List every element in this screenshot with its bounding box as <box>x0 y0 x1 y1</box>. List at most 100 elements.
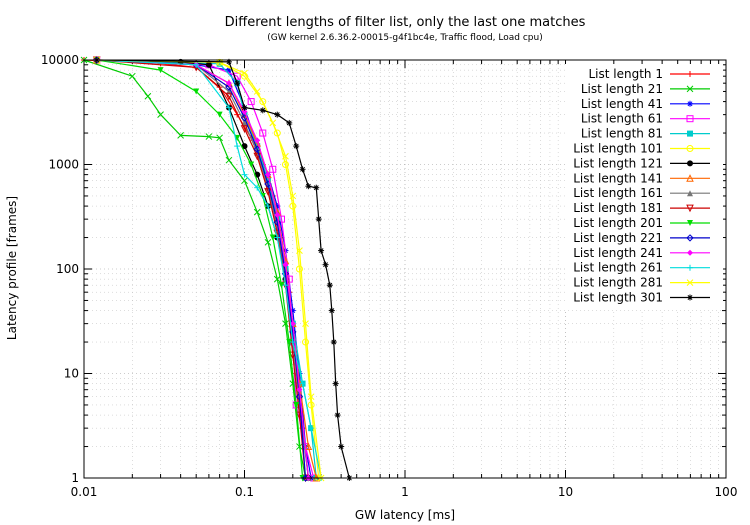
data-point-marker <box>304 442 313 451</box>
data-point-marker <box>193 88 200 95</box>
data-point-marker <box>302 320 309 327</box>
marker-stroke <box>329 308 335 314</box>
marker-shape <box>241 143 248 150</box>
data-point-marker <box>289 339 296 346</box>
data-point-marker <box>281 161 289 168</box>
marker-shape <box>157 67 164 74</box>
series-line <box>96 59 304 479</box>
data-point-marker <box>241 143 248 150</box>
x-tick-label: 1 <box>401 485 409 499</box>
legend-label: List length 181 <box>573 201 663 215</box>
data-point-marker <box>269 234 276 241</box>
data-point-marker <box>259 98 267 106</box>
legend-label: List length 301 <box>573 291 663 305</box>
legend-label: List length 281 <box>573 276 663 290</box>
data-point-marker <box>225 92 233 101</box>
marker-stroke <box>316 216 322 222</box>
marker-shape <box>282 261 289 268</box>
plot-frame <box>83 59 727 479</box>
marker-shape <box>686 204 694 213</box>
legend-item: List length 81 <box>581 127 710 141</box>
legend-item: List length 101 <box>573 142 710 156</box>
marker-shape <box>225 92 233 101</box>
data-point-marker <box>328 307 335 314</box>
marker-shape <box>193 88 200 95</box>
marker-shape <box>286 339 293 346</box>
data-point-marker <box>686 145 694 152</box>
data-point-marker <box>253 208 261 216</box>
marker-stroke <box>282 320 289 327</box>
chart-subtitle: (GW kernel 2.6.36.2-00015-g4f1bc4e, Traf… <box>267 33 542 43</box>
data-point-marker <box>264 238 272 246</box>
data-point-marker <box>315 216 322 223</box>
data-point-marker <box>273 275 281 283</box>
data-point-marker <box>157 111 164 118</box>
data-point-marker <box>296 386 303 393</box>
legend-item: List length 201 <box>573 216 710 230</box>
data-point-marker <box>269 165 277 173</box>
marker-stroke <box>260 107 266 113</box>
marker-stroke <box>302 320 309 327</box>
axis-ticks: 0.01 0.1 1 10 100 1 10 100 1000 10000 <box>41 53 738 499</box>
marker-shape <box>248 161 255 168</box>
data-point-marker <box>307 393 315 401</box>
data-point-marker <box>286 119 293 126</box>
marker-shape <box>289 351 297 360</box>
data-point-marker <box>225 156 233 164</box>
x-tick-label: 0.1 <box>235 485 254 499</box>
data-point-marker <box>225 104 232 111</box>
data-point-marker <box>308 425 315 432</box>
legend-label: List length 161 <box>573 186 663 200</box>
data-point-marker <box>338 443 345 450</box>
data-point-marker <box>253 152 262 161</box>
data-point-marker <box>282 152 289 160</box>
marker-stroke <box>327 282 333 288</box>
data-point-marker <box>274 111 281 118</box>
data-point-marker <box>326 282 333 289</box>
data-point-marker <box>241 69 248 77</box>
legend-label: List length 141 <box>573 171 663 185</box>
marker-stroke <box>305 183 311 189</box>
legend-item: List length 241 <box>573 246 710 260</box>
data-point-marker <box>241 177 248 185</box>
data-point-marker <box>295 392 304 401</box>
data-point-marker <box>253 88 261 95</box>
marker-shape <box>269 165 277 173</box>
marker-shape <box>687 220 693 226</box>
data-point-marker <box>686 279 694 286</box>
marker-stroke <box>289 192 297 200</box>
marker-shape <box>304 442 313 451</box>
data-point-marker <box>278 282 285 289</box>
legend-label: List length 261 <box>573 261 663 275</box>
marker-shape <box>289 202 297 210</box>
data-point-marker <box>687 264 693 271</box>
data-point-marker <box>289 192 297 200</box>
chart-title: Different lengths of filter list, only t… <box>225 15 586 30</box>
marker-shape <box>278 282 285 289</box>
legend-item: List length 261 <box>573 261 710 275</box>
marker-shape <box>687 130 693 137</box>
y-tick-label: 10000 <box>41 53 79 67</box>
data-point-marker <box>247 98 255 106</box>
marker-stroke <box>269 119 277 127</box>
legend-item: List length 301 <box>573 291 710 305</box>
marker-stroke <box>313 185 319 191</box>
data-point-marker <box>216 60 223 67</box>
marker-shape <box>687 190 693 197</box>
legend-item: List length 281 <box>573 276 710 290</box>
marker-shape <box>240 125 249 133</box>
legend-item: List length 181 <box>573 201 710 215</box>
legend-item: List length 1 <box>589 67 710 81</box>
marker-shape <box>216 60 223 67</box>
data-point-marker <box>322 261 329 268</box>
marker-shape <box>302 338 310 346</box>
data-point-marker <box>687 249 693 256</box>
data-point-marker <box>295 265 303 273</box>
data-point-marker <box>157 67 164 74</box>
marker-stroke <box>157 111 164 118</box>
marker-stroke <box>331 339 337 345</box>
data-point-marker <box>205 61 212 68</box>
x-tick-label: 100 <box>715 485 738 499</box>
data-point-marker <box>286 339 293 346</box>
